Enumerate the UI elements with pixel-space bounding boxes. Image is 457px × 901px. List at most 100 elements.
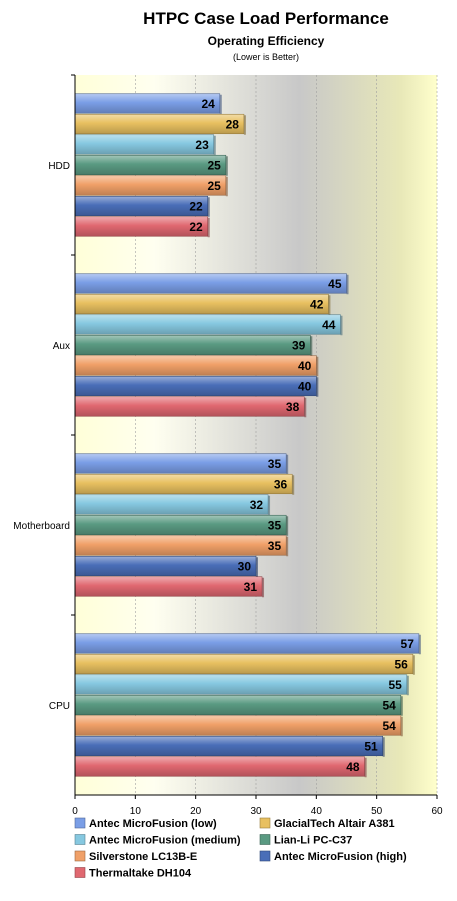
category-label: Aux bbox=[53, 341, 70, 352]
bar-value-label: 51 bbox=[364, 740, 378, 754]
bar bbox=[74, 653, 414, 675]
bar-value-label: 32 bbox=[250, 498, 264, 512]
bar-value-label: 40 bbox=[298, 380, 312, 394]
bar bbox=[74, 314, 341, 335]
bar-shadow bbox=[207, 217, 210, 238]
x-tick-label: 20 bbox=[190, 806, 202, 817]
legend-label: Antec MicroFusion (high) bbox=[274, 851, 407, 863]
x-axis-ticks: 0 10 20 30 40 50 60 bbox=[72, 795, 443, 817]
bar-shadow bbox=[418, 634, 421, 655]
bar-shadow bbox=[243, 115, 246, 135]
bar bbox=[74, 375, 317, 397]
bar-value-label: 23 bbox=[195, 138, 209, 152]
bar-shadow bbox=[207, 197, 210, 217]
x-tick-label: 30 bbox=[250, 806, 262, 817]
bar-value-label: 30 bbox=[238, 560, 252, 574]
bar-value-label: 22 bbox=[189, 200, 203, 214]
x-tick-label: 10 bbox=[130, 806, 142, 817]
bar-shadow bbox=[262, 577, 265, 598]
bar bbox=[74, 576, 263, 597]
bar bbox=[74, 154, 227, 176]
bar bbox=[74, 694, 402, 716]
bars bbox=[74, 93, 421, 778]
bar bbox=[74, 93, 221, 114]
bar-shadow bbox=[225, 156, 228, 176]
bar bbox=[74, 555, 257, 577]
bar-value-label: 54 bbox=[382, 719, 396, 733]
bar-shadow bbox=[219, 94, 222, 115]
bar-shadow bbox=[310, 336, 313, 356]
bar-value-label: 45 bbox=[328, 277, 342, 291]
bar-value-label: 48 bbox=[346, 760, 360, 774]
bar-value-label: 28 bbox=[226, 118, 240, 132]
bar bbox=[74, 273, 347, 294]
bar-shadow bbox=[316, 377, 319, 397]
bar bbox=[74, 396, 305, 417]
legend-label: GlacialTech Altair A381 bbox=[274, 818, 395, 830]
bar-value-label: 31 bbox=[244, 580, 258, 594]
bar-shadow bbox=[400, 716, 403, 737]
bar-value-label: 36 bbox=[274, 478, 288, 492]
bar-shadow bbox=[286, 516, 289, 536]
bar bbox=[74, 216, 209, 237]
legend-label: Thermaltake DH104 bbox=[89, 868, 192, 880]
bar-value-label: 44 bbox=[322, 318, 336, 332]
bar bbox=[74, 134, 215, 155]
legend-swatch bbox=[74, 834, 86, 845]
legend-label: Antec MicroFusion (medium) bbox=[89, 835, 241, 847]
chart-note: (Lower is Better) bbox=[233, 52, 299, 62]
bar-shadow bbox=[412, 655, 415, 675]
bar-value-label: 42 bbox=[310, 298, 324, 312]
bar bbox=[74, 756, 365, 777]
bar-shadow bbox=[400, 696, 403, 716]
x-tick-label: 0 bbox=[72, 806, 78, 817]
bar-value-label: 57 bbox=[401, 637, 415, 651]
bar-shadow bbox=[292, 475, 295, 495]
bar-value-label: 35 bbox=[268, 457, 282, 471]
bar-shadow bbox=[346, 274, 349, 295]
legend-label: Silverstone LC13B-E bbox=[89, 851, 197, 863]
bar-value-label: 55 bbox=[388, 678, 402, 692]
bar bbox=[74, 334, 311, 356]
bar-shadow bbox=[213, 135, 216, 156]
bar-value-label: 24 bbox=[201, 97, 215, 111]
x-tick-label: 50 bbox=[371, 806, 383, 817]
bar-shadow bbox=[316, 356, 319, 377]
category-label: HDD bbox=[48, 161, 70, 172]
legend-label: Antec MicroFusion (low) bbox=[89, 818, 217, 830]
bar bbox=[74, 195, 209, 217]
chart-subtitle: Operating Efficiency bbox=[208, 34, 325, 48]
bar bbox=[74, 113, 245, 135]
category-label: Motherboard bbox=[13, 521, 70, 532]
bar-value-label: 22 bbox=[189, 220, 203, 234]
bar-value-label: 38 bbox=[286, 400, 300, 414]
bar-value-label: 40 bbox=[298, 359, 312, 373]
bar-value-label: 35 bbox=[268, 539, 282, 553]
legend-label: Lian-Li PC-C37 bbox=[274, 835, 352, 847]
bar bbox=[74, 715, 402, 736]
legend-swatch bbox=[74, 850, 86, 862]
chart-title: HTPC Case Load Performance bbox=[143, 9, 389, 28]
legend-swatch bbox=[74, 867, 86, 878]
legend-swatch bbox=[259, 817, 271, 829]
x-tick-label: 40 bbox=[311, 806, 323, 817]
bar-value-label: 35 bbox=[268, 519, 282, 533]
bar-shadow bbox=[225, 176, 228, 197]
bar bbox=[74, 175, 227, 196]
bar bbox=[74, 293, 329, 315]
bar bbox=[74, 355, 317, 376]
x-tick-label: 60 bbox=[431, 806, 443, 817]
bar-value-label: 56 bbox=[395, 658, 409, 672]
legend: Antec MicroFusion (low) GlacialTech Altai… bbox=[74, 817, 407, 880]
bar bbox=[74, 514, 287, 536]
value-labels: 24 28 23 25 25 22 22 45 42 44 39 40 40 38 35 36 32 35 35 30… bbox=[189, 97, 414, 774]
bar-value-label: 25 bbox=[207, 159, 221, 173]
legend-swatch bbox=[259, 850, 271, 862]
bar-shadow bbox=[304, 397, 307, 418]
bar-shadow bbox=[328, 295, 331, 315]
legend-swatch bbox=[259, 834, 271, 845]
legend-swatch bbox=[74, 817, 86, 829]
bar-shadow bbox=[364, 757, 367, 778]
bar-shadow bbox=[268, 495, 271, 516]
